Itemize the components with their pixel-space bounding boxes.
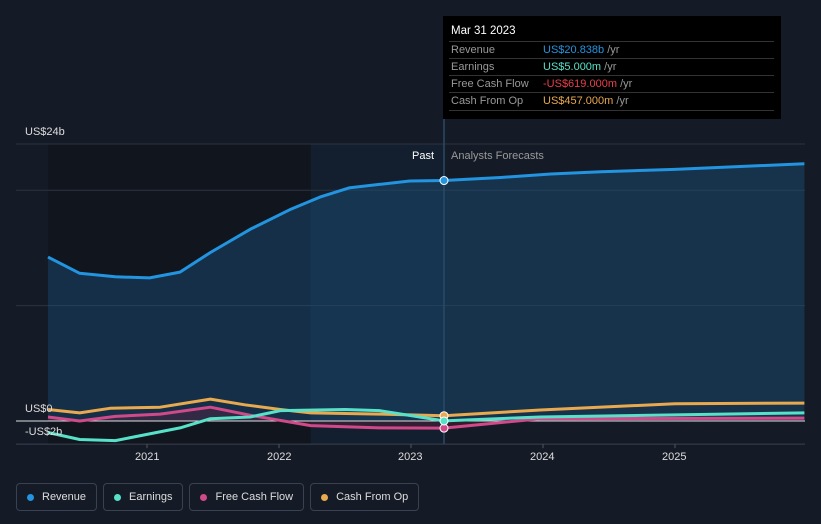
fcf-area bbox=[48, 407, 805, 429]
legend-earnings[interactable]: Earnings bbox=[103, 483, 184, 511]
tooltip-label: Cash From Op bbox=[451, 95, 524, 107]
legend-cfo[interactable]: Cash From Op bbox=[310, 483, 420, 511]
legend-label: Earnings bbox=[129, 491, 173, 503]
series-line-revenue bbox=[47, 162, 805, 280]
data-point bbox=[439, 176, 449, 186]
x-tick: 2023 bbox=[398, 451, 423, 463]
y-label-top: US$24b bbox=[25, 126, 65, 138]
legend-revenue[interactable]: Revenue bbox=[16, 483, 98, 511]
forecast-label: Analysts Forecasts bbox=[451, 150, 544, 162]
tooltip-unit: /yr bbox=[620, 78, 633, 90]
legend-fcf[interactable]: Free Cash Flow bbox=[189, 483, 305, 511]
x-tick: 2024 bbox=[530, 451, 555, 463]
x-tick: 2021 bbox=[135, 451, 160, 463]
tooltip: Mar 31 2023 Revenue US$20.838b /yr Earnin… bbox=[443, 16, 781, 119]
legend-label: Cash From Op bbox=[336, 491, 409, 503]
x-tick: 2022 bbox=[267, 451, 292, 463]
tooltip-value: US$5.000m bbox=[543, 61, 602, 73]
fcf-dot-icon bbox=[200, 493, 208, 501]
revenue-dot-icon bbox=[27, 493, 34, 501]
past-label: Past bbox=[412, 150, 435, 162]
legend-label: Revenue bbox=[42, 491, 87, 503]
y-label-zero: US$0 bbox=[25, 403, 53, 415]
legend: Revenue Earnings Free Cash Flow Cash Fro… bbox=[16, 483, 420, 511]
tooltip-date: Mar 31 2023 bbox=[451, 25, 516, 37]
tooltip-row-earnings: Earnings US$5.000m /yr bbox=[449, 58, 774, 76]
tooltip-row-fcf: Free Cash Flow -US$619.000m /yr bbox=[449, 75, 774, 93]
tooltip-unit: /yr bbox=[616, 95, 629, 107]
tooltip-row-revenue: Revenue US$20.838b /yr bbox=[449, 41, 774, 59]
tooltip-unit: /yr bbox=[604, 61, 617, 73]
tooltip-label: Earnings bbox=[451, 61, 495, 73]
revenue-area bbox=[48, 163, 805, 421]
cfo-dot-icon bbox=[321, 493, 329, 501]
tooltip-label: Free Cash Flow bbox=[451, 78, 529, 90]
data-point bbox=[439, 416, 449, 426]
legend-label: Free Cash Flow bbox=[215, 491, 294, 503]
tooltip-value: US$20.838b bbox=[543, 44, 605, 56]
y-label-neg: -US$2b bbox=[25, 426, 63, 438]
tooltip-value: US$457.000m bbox=[543, 95, 614, 107]
series-line-free-cash-flow bbox=[47, 405, 805, 430]
series-line-earnings bbox=[47, 408, 805, 443]
tooltip-value: -US$619.000m bbox=[543, 78, 617, 90]
tooltip-row-cfo: Cash From Op US$457.000m /yr bbox=[449, 92, 774, 111]
tooltip-unit: /yr bbox=[607, 44, 620, 56]
tooltip-label: Revenue bbox=[451, 44, 496, 56]
x-tick: 2025 bbox=[662, 451, 687, 463]
earnings-dot-icon bbox=[114, 493, 122, 501]
